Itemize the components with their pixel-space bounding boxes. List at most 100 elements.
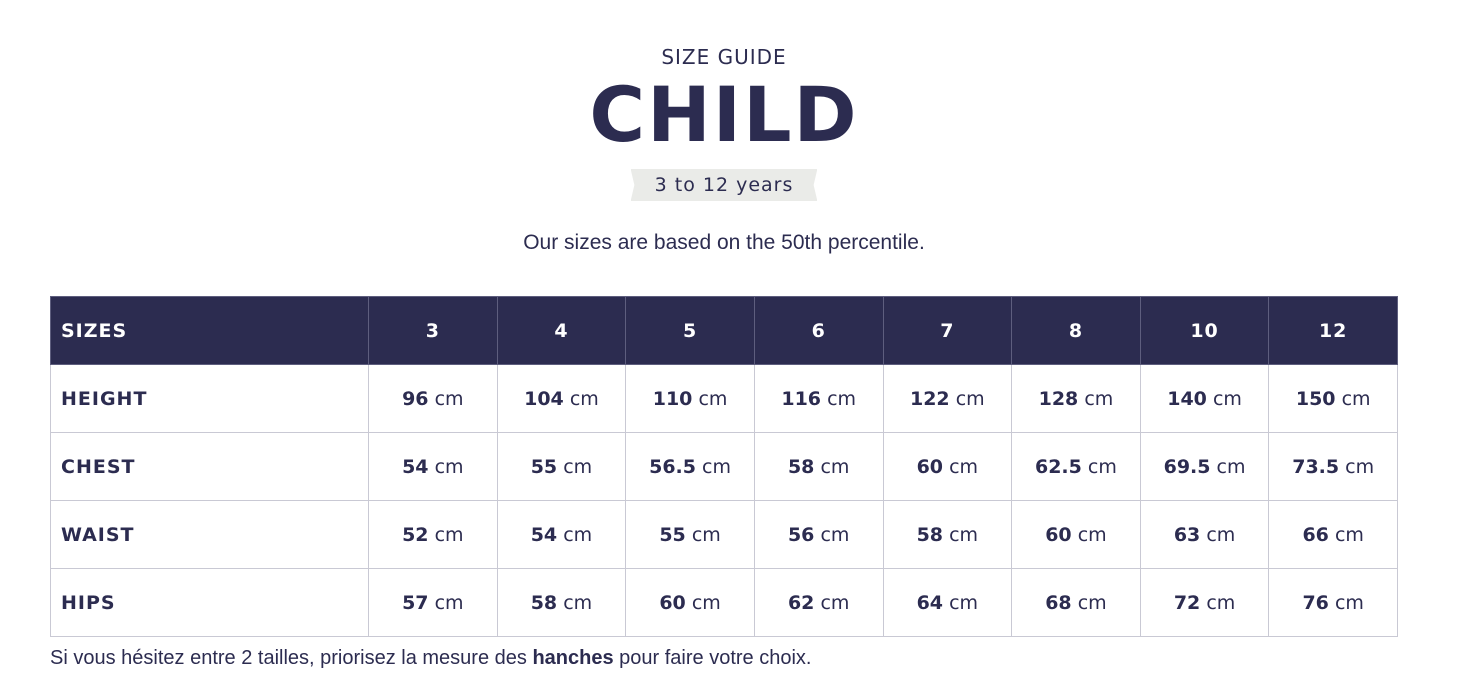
measurement-value: 68 — [1045, 591, 1072, 614]
measurement-cell: 64 cm — [882, 568, 1013, 637]
row-label: CHEST — [50, 432, 369, 501]
measurement-unit: cm — [1334, 523, 1364, 546]
measurement-value: 52 — [402, 523, 429, 546]
measurement-cell: 110 cm — [625, 364, 755, 433]
measurement-value: 54 — [530, 523, 558, 546]
measurement-unit: cm — [955, 387, 985, 410]
measurement-cell: 150 cm — [1268, 364, 1398, 433]
measurement-value: 150 — [1295, 387, 1336, 410]
measurement-cell: 76 cm — [1268, 568, 1398, 637]
header-cell-size: 4 — [496, 296, 627, 365]
measurement-value: 57 — [402, 591, 429, 614]
measurement-cell: 63 cm — [1139, 500, 1270, 569]
measurement-unit: cm — [1206, 591, 1236, 614]
measurement-value: 60 — [1045, 523, 1072, 546]
measurement-value: 72 — [1173, 591, 1201, 614]
footnote-text-before: Si vous hésitez entre 2 tailles, prioris… — [50, 647, 533, 669]
measurement-value: 54 — [402, 455, 429, 478]
measurement-value: 55 — [530, 455, 558, 478]
header-cell-size: 7 — [882, 296, 1013, 365]
row-label: WAIST — [50, 500, 369, 569]
measurement-cell: 116 cm — [753, 364, 884, 433]
header-cell-size: 3 — [368, 296, 498, 365]
measurement-unit: cm — [827, 387, 857, 410]
header-cell-size: 12 — [1268, 296, 1398, 365]
measurement-unit: cm — [434, 523, 464, 546]
measurement-cell: 69.5 cm — [1139, 432, 1270, 501]
measurement-unit: cm — [434, 387, 464, 410]
measurement-cell: 140 cm — [1139, 364, 1270, 433]
measurement-value: 116 — [781, 387, 822, 410]
measurement-cell: 56 cm — [753, 500, 884, 569]
measurement-unit: cm — [1216, 455, 1246, 478]
measurement-cell: 128 cm — [1011, 364, 1141, 433]
measurement-unit: cm — [820, 455, 850, 478]
measurement-cell: 60 cm — [882, 432, 1013, 501]
measurement-unit: cm — [569, 387, 599, 410]
table-row: HIPS 57 cm 58 cm 60 cm 62 cm 64 cm 68 cm 72 cm 7… — [50, 568, 1398, 637]
intro-text: Our sizes are based on the 50th percenti… — [523, 231, 925, 254]
measurement-value: 62.5 — [1034, 455, 1082, 478]
measurement-cell: 96 cm — [368, 364, 498, 433]
table-row: WAIST 52 cm 54 cm 55 cm 56 cm 58 cm 60 cm 63 cm… — [50, 500, 1398, 569]
measurement-value: 63 — [1173, 523, 1201, 546]
measurement-cell: 55 cm — [496, 432, 627, 501]
measurement-cell: 104 cm — [496, 364, 627, 433]
measurement-cell: 62 cm — [753, 568, 884, 637]
measurement-unit: cm — [820, 591, 850, 614]
measurement-cell: 58 cm — [496, 568, 627, 637]
measurement-value: 64 — [916, 591, 944, 614]
measurement-unit: cm — [949, 455, 979, 478]
measurement-value: 56 — [787, 523, 815, 546]
measurement-value: 60 — [916, 455, 944, 478]
size-table: SIZES 3 4 5 6 7 8 10 12 HEIGHT 96 cm 104 c… — [50, 296, 1398, 637]
measurement-cell: 73.5 cm — [1268, 432, 1398, 501]
measurement-unit: cm — [949, 591, 979, 614]
measurement-value: 66 — [1302, 523, 1329, 546]
measurement-value: 58 — [787, 455, 815, 478]
measurement-unit: cm — [949, 523, 979, 546]
measurement-unit: cm — [820, 523, 850, 546]
footnote: Si vous hésitez entre 2 tailles, prioris… — [50, 647, 811, 670]
measurement-value: 76 — [1302, 591, 1329, 614]
measurement-unit: cm — [563, 523, 593, 546]
measurement-cell: 54 cm — [496, 500, 627, 569]
measurement-cell: 68 cm — [1011, 568, 1141, 637]
measurement-cell: 62.5 cm — [1011, 432, 1141, 501]
measurement-cell: 57 cm — [368, 568, 498, 637]
footnote-text-after: pour faire votre choix. — [613, 647, 812, 669]
measurement-unit: cm — [434, 455, 464, 478]
measurement-cell: 72 cm — [1139, 568, 1270, 637]
measurement-cell: 66 cm — [1268, 500, 1398, 569]
page-title: CHILD — [589, 70, 859, 159]
measurement-unit: cm — [563, 591, 593, 614]
measurement-value: 62 — [787, 591, 815, 614]
table-header-row: SIZES 3 4 5 6 7 8 10 12 — [50, 296, 1398, 365]
measurement-unit: cm — [1087, 455, 1117, 478]
measurement-value: 60 — [659, 591, 686, 614]
table-row: CHEST 54 cm 55 cm 56.5 cm 58 cm 60 cm 62.5 cm 6… — [50, 432, 1398, 501]
row-label: HEIGHT — [50, 364, 369, 433]
measurement-unit: cm — [1345, 455, 1375, 478]
measurement-unit: cm — [434, 591, 464, 614]
header-cell-size: 8 — [1011, 296, 1141, 365]
header-cell-size: 6 — [753, 296, 884, 365]
measurement-cell: 60 cm — [1011, 500, 1141, 569]
measurement-unit: cm — [1084, 387, 1114, 410]
measurement-value: 140 — [1167, 387, 1207, 410]
measurement-unit: cm — [691, 591, 721, 614]
measurement-unit: cm — [691, 523, 721, 546]
measurement-value: 56.5 — [649, 455, 696, 478]
header-cell-size: 10 — [1139, 296, 1270, 365]
measurement-unit: cm — [1341, 387, 1371, 410]
measurement-cell: 55 cm — [625, 500, 755, 569]
measurement-cell: 60 cm — [625, 568, 755, 637]
measurement-unit: cm — [563, 455, 593, 478]
measurement-unit: cm — [1206, 523, 1236, 546]
measurement-unit: cm — [702, 455, 732, 478]
measurement-cell: 54 cm — [368, 432, 498, 501]
header-cell-sizes: SIZES — [50, 296, 369, 365]
measurement-cell: 52 cm — [368, 500, 498, 569]
age-range-wrapper: 3 to 12 years — [0, 169, 1448, 201]
measurement-value: 110 — [652, 387, 693, 410]
